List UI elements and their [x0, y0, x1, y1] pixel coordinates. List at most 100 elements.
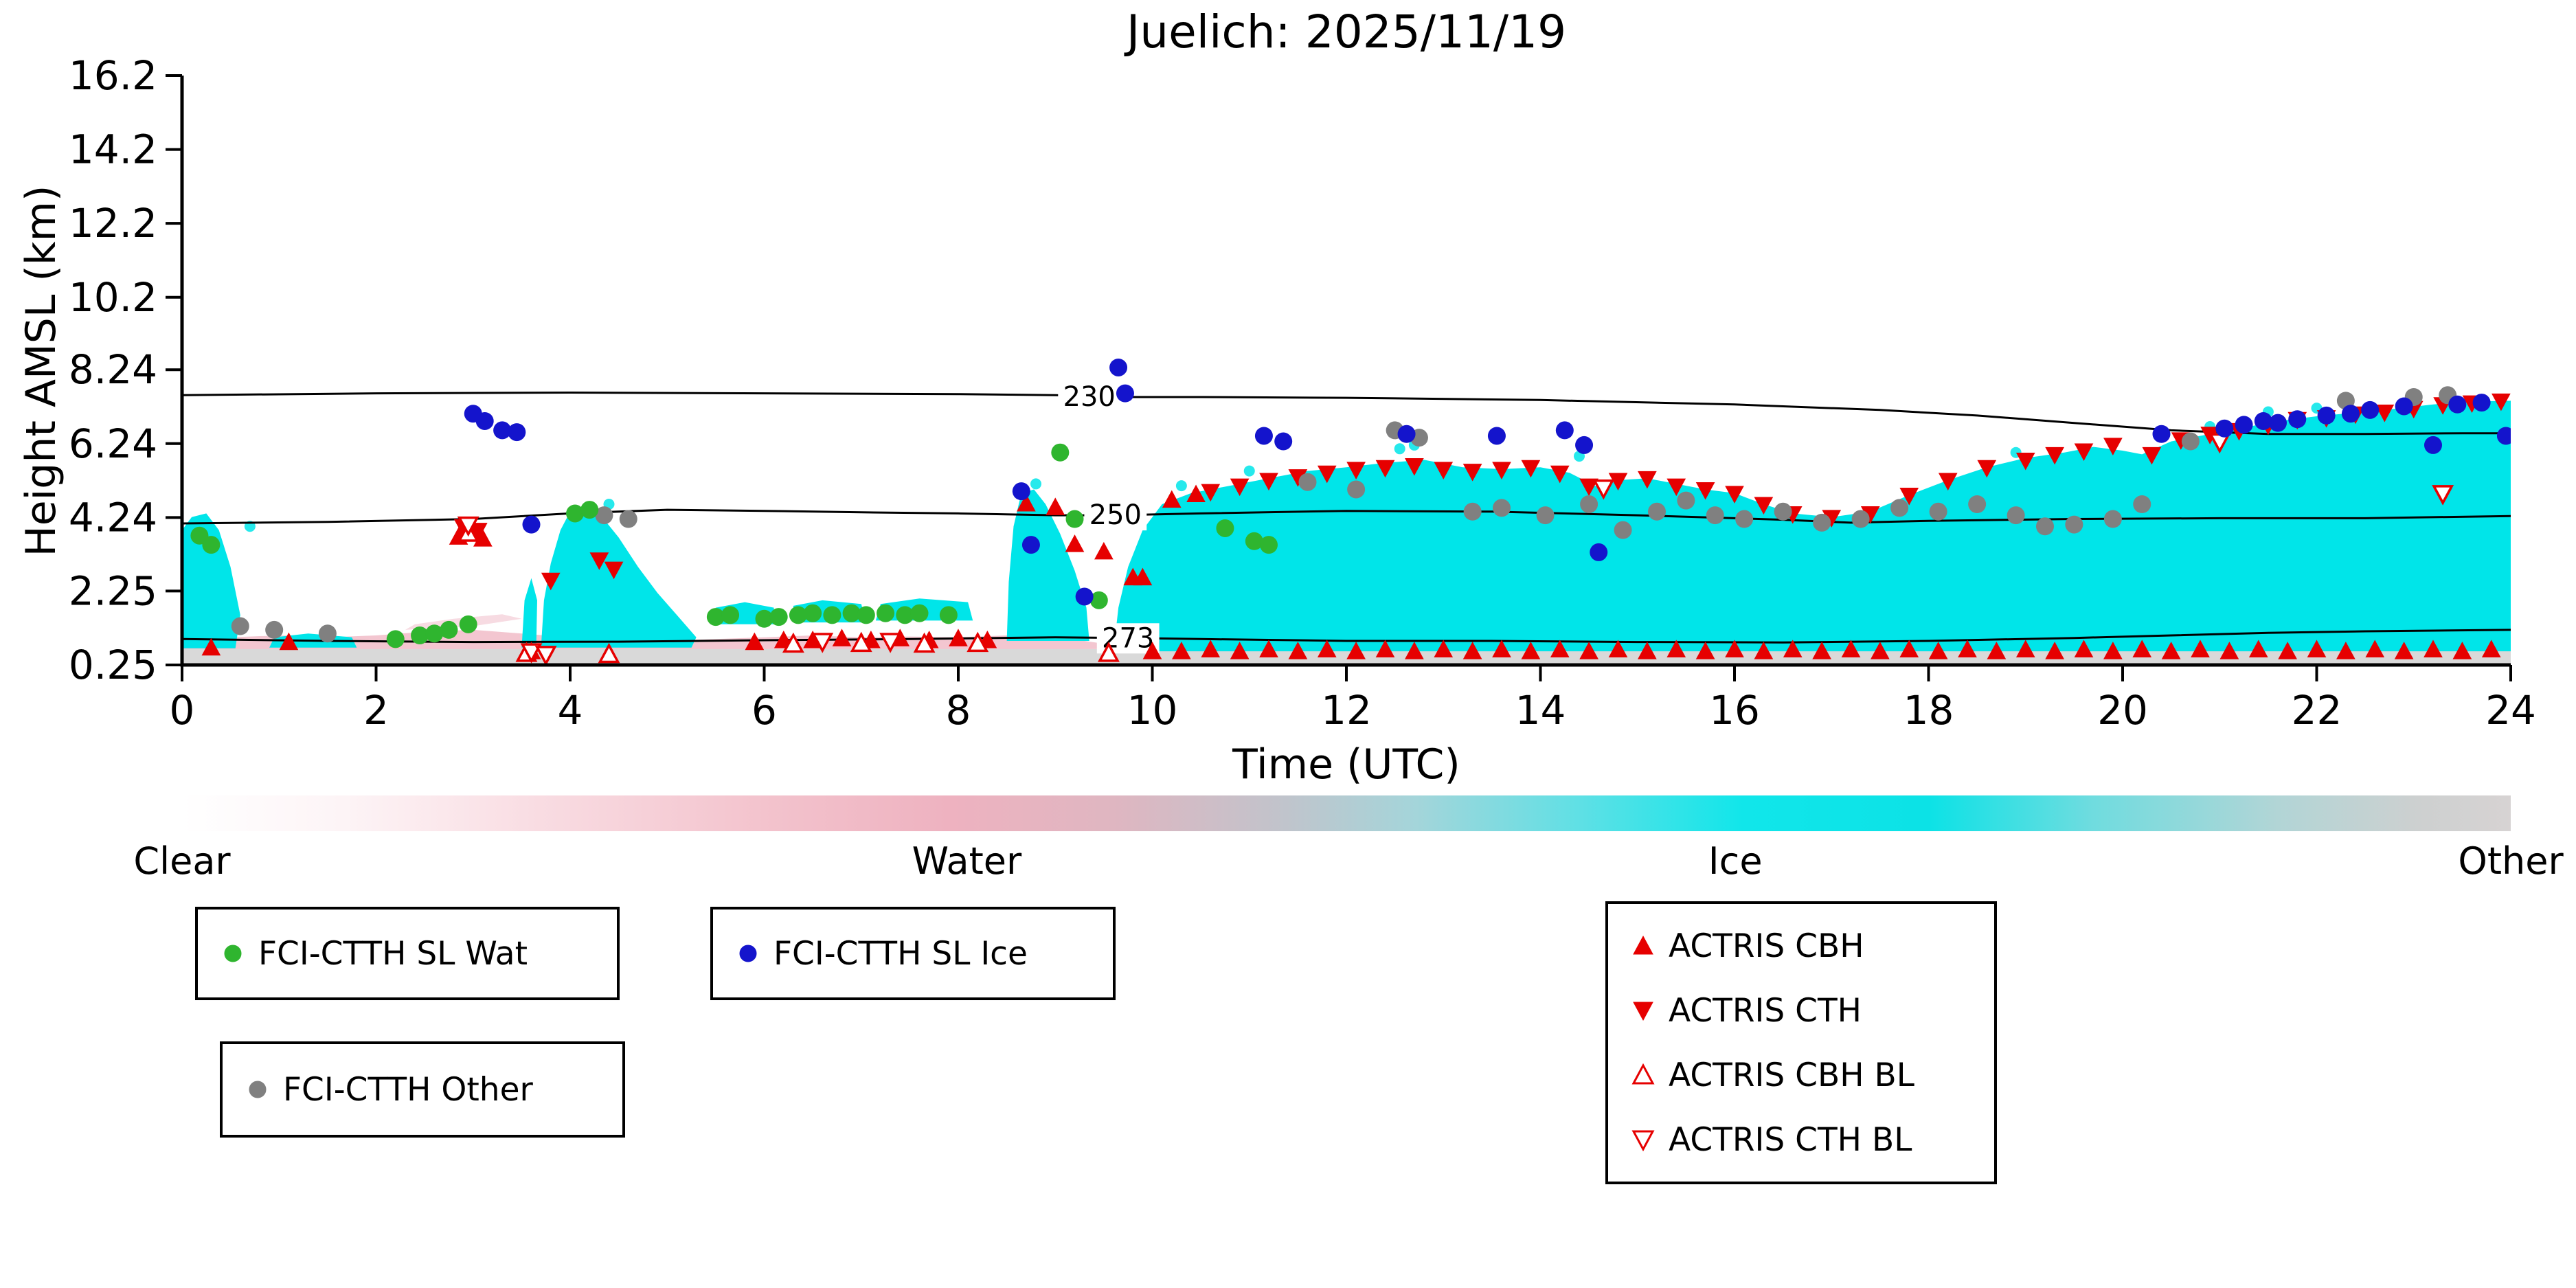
scatter-point: [1938, 473, 1958, 491]
scatter-point: [2375, 405, 2395, 422]
scatter-point: [1259, 473, 1278, 491]
scatter-point: [1899, 640, 1919, 657]
colorbar-labels: Clear Water Ice Other: [0, 839, 2576, 888]
scatter-point: [1405, 458, 1424, 476]
x-tick-label: 18: [1903, 687, 1954, 734]
scatter-point: [1977, 460, 1997, 478]
legend-box-fci-other: FCI-CTTH Other: [220, 1041, 625, 1138]
scatter-point: [457, 516, 479, 537]
y-tick-label: 16.2: [69, 52, 157, 99]
scatter-point: [1017, 493, 1036, 512]
scatter-point: [1579, 478, 1598, 497]
scatter-point: [2103, 438, 2123, 455]
scatter-point: [1754, 642, 1774, 659]
scatter-point: [1405, 642, 1424, 659]
scatter-point: [522, 515, 541, 534]
scatter-point: [1186, 484, 1206, 503]
colorbar-label-clear: Clear: [133, 839, 231, 883]
scatter-point: [1958, 640, 1977, 657]
scatter-point: [1142, 642, 1162, 659]
water-circle-icon: [221, 942, 245, 965]
scatter-point: [832, 629, 852, 646]
scatter-layer: [190, 358, 2511, 665]
scatter-point: [1162, 490, 1182, 508]
scatter-point: [811, 633, 834, 653]
scatter-point: [1735, 510, 1754, 528]
contour-label-bg: [1058, 382, 1121, 412]
scatter-point: [1968, 495, 1987, 513]
scatter-point: [2248, 640, 2268, 657]
series-actris-cbh-bl: [457, 521, 1120, 664]
scatter-point: [201, 637, 221, 656]
scatter-point: [1230, 642, 1250, 659]
scatter-point: [2496, 427, 2511, 445]
cloud-region-ice: [182, 513, 240, 648]
scatter-point: [2254, 411, 2272, 430]
scatter-point: [2278, 642, 2297, 659]
scatter-point: [1575, 436, 1594, 454]
scatter-point: [318, 624, 337, 643]
scatter-point: [1462, 642, 1482, 659]
scatter-point: [1987, 642, 2007, 659]
scatter-point: [2215, 419, 2234, 438]
legend-label: FCI-CTTH SL Ice: [773, 934, 1028, 973]
legend-item-fci-sl-ice: FCI-CTTH SL Ice: [736, 935, 1089, 973]
scatter-point: [1851, 510, 1870, 528]
scatter-point: [1841, 640, 1861, 657]
scatter-point: [1492, 462, 1511, 479]
scatter-point: [769, 608, 788, 626]
scatter-point: [1397, 425, 1416, 443]
legend-box-actris: ACTRIS CBH ACTRIS CTH ACTRIS CBH BL ACTR…: [1605, 901, 1997, 1184]
scatter-point: [1230, 478, 1250, 497]
other-circle-icon: [246, 1078, 269, 1101]
scatter-point: [459, 615, 477, 633]
cloud-region-ice: [1114, 400, 2511, 652]
scatter-point: [2007, 506, 2025, 525]
scatter-point: [2045, 642, 2064, 659]
scatter-point: [589, 552, 609, 570]
scatter-point: [425, 624, 444, 643]
scatter-point: [2336, 642, 2355, 659]
scatter-point: [2161, 642, 2181, 659]
scatter-point: [440, 620, 458, 639]
scatter-point: [1614, 521, 1632, 539]
scatter-point: [2424, 436, 2442, 454]
legend-label: ACTRIS CTH: [1669, 991, 1862, 1030]
scatter-point: [411, 626, 429, 644]
scatter-point: [2074, 443, 2094, 462]
legend-label: FCI-CTTH Other: [283, 1070, 533, 1109]
scatter-point: [595, 506, 613, 525]
scatter-point: [879, 633, 902, 653]
scatter-point: [598, 642, 620, 664]
y-tick-label: 10.2: [69, 274, 157, 321]
legend-label: FCI-CTTH SL Wat: [258, 934, 528, 973]
scatter-point: [2036, 517, 2054, 536]
scatter-point: [1075, 587, 1094, 606]
scatter-point: [1929, 502, 1947, 521]
cloud-region-ice: [541, 508, 697, 648]
legend-label: ACTRIS CTH BL: [1669, 1120, 1912, 1159]
scatter-point: [1317, 640, 1337, 657]
legend-label: ACTRIS CBH BL: [1669, 1056, 1914, 1094]
scatter-point: [2394, 642, 2414, 659]
scatter-point: [1201, 640, 1221, 657]
scatter-point: [2132, 640, 2152, 657]
contour-label: 230: [1063, 381, 1116, 413]
scatter-point: [804, 604, 822, 622]
scatter-point: [1375, 640, 1395, 657]
contour-line-273: [181, 629, 2511, 644]
contour-label-bg: [1084, 500, 1147, 531]
legend-box-fci-ice: FCI-CTTH SL Ice: [710, 907, 1116, 1000]
scatter-point: [2395, 397, 2413, 416]
classification-colorbar: [182, 795, 2511, 831]
scatter-point: [202, 536, 221, 554]
scatter-point: [1201, 484, 1221, 502]
scatter-point: [2103, 510, 2122, 528]
x-tick-label: 10: [1127, 687, 1178, 734]
scatter-point: [1695, 642, 1715, 659]
scatter-point: [520, 643, 543, 664]
legend-label: ACTRIS CBH: [1669, 927, 1864, 965]
scatter-point: [2361, 400, 2380, 419]
